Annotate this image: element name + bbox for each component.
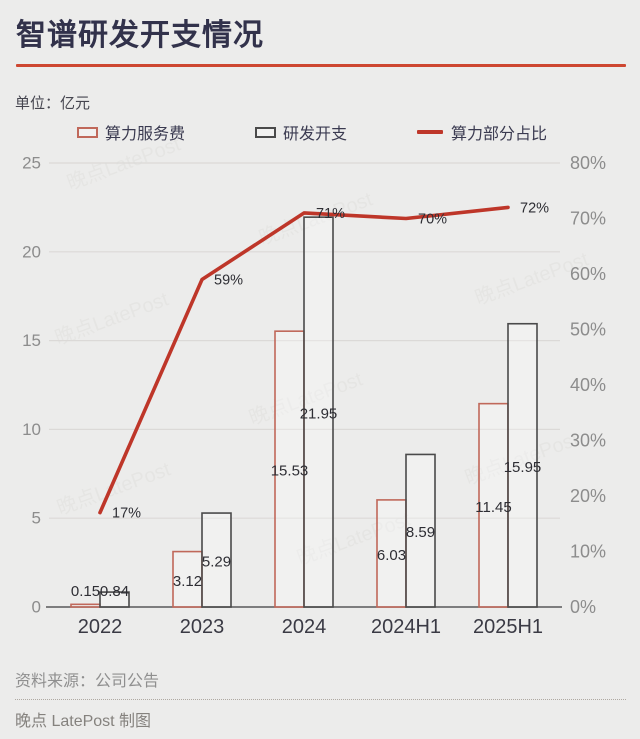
- x-axis-tick-label: 2024: [282, 616, 327, 638]
- left-axis-tick-label: 20: [22, 242, 41, 261]
- right-axis-tick-label: 70%: [570, 209, 606, 229]
- bar-研发开支-2024: [303, 216, 334, 608]
- bar-value-label: 0.15: [71, 583, 100, 600]
- line-point-label: 71%: [316, 206, 345, 222]
- legend-item-computing-fee: 算力服务费: [77, 122, 186, 143]
- left-axis-tick-label: 25: [22, 154, 41, 173]
- line-point-label: 72%: [520, 200, 549, 216]
- right-axis-tick-label: 10%: [570, 542, 606, 562]
- x-axis-tick-label: 2023: [180, 616, 225, 638]
- line-point-label: 70%: [418, 212, 447, 228]
- left-axis-tick-label: 0: [32, 598, 41, 617]
- legend-item-computing-share: 算力部分占比: [417, 122, 548, 143]
- bar-outline-swatch-icon: [255, 126, 276, 138]
- bar-算力服务费-2022: [70, 603, 101, 608]
- bar-value-label: 6.03: [377, 547, 406, 564]
- bar-value-label: 15.53: [271, 463, 309, 480]
- credit-note: 晚点 LatePost 制图: [15, 713, 152, 730]
- bar-value-label: 11.45: [475, 499, 511, 516]
- line-series: [98, 205, 510, 515]
- left-axis-tick-label: 15: [22, 331, 41, 350]
- bar-value-label: 8.59: [406, 524, 435, 541]
- right-axis-tick-label: 20%: [570, 486, 606, 506]
- right-axis-tick-label: 40%: [570, 375, 606, 395]
- x-axis-tick-label: 2025H1: [473, 616, 543, 638]
- bar-研发开支-2025H1: [507, 322, 538, 608]
- bar-value-label: 15.95: [504, 459, 542, 476]
- footer-divider: [15, 699, 626, 700]
- line-point-label: 59%: [214, 273, 243, 289]
- bar-算力服务费-2023: [172, 550, 203, 608]
- bar-value-label: 0.84: [100, 583, 129, 600]
- bar-value-label: 5.29: [202, 554, 231, 571]
- bar-outline-swatch-icon: [77, 126, 98, 138]
- legend-label: 研发开支: [283, 126, 348, 143]
- right-axis-tick-label: 50%: [570, 320, 606, 340]
- legend-label: 算力服务费: [105, 126, 186, 143]
- legend-item-rd-expense: 研发开支: [255, 122, 348, 143]
- left-axis-tick-label: 5: [32, 509, 41, 528]
- right-axis-tick-label: 0%: [570, 597, 596, 617]
- unit-label: 单位：亿元: [15, 95, 91, 112]
- bar-算力服务费-2024: [274, 330, 305, 608]
- right-axis-tick-label: 30%: [570, 431, 606, 451]
- bar-研发开支-2023: [201, 512, 232, 608]
- left-axis-tick-label: 10: [22, 420, 41, 439]
- bar-算力服务费-2024H1: [376, 499, 407, 608]
- page-title: 智谱研发开支情况: [16, 19, 264, 52]
- bar-研发开支-2022: [99, 591, 130, 608]
- data-source-note: 资料来源：公司公告: [15, 673, 160, 690]
- x-axis-tick-label: 2024H1: [371, 616, 441, 638]
- bar-value-label: 21.95: [300, 406, 338, 423]
- right-axis-tick-label: 60%: [570, 264, 606, 284]
- x-axis-tick-label: 2022: [78, 616, 123, 638]
- legend-label: 算力部分占比: [451, 126, 548, 143]
- bar-value-label: 3.12: [173, 573, 202, 590]
- bar-研发开支-2024H1: [405, 453, 436, 608]
- line-swatch-icon: [417, 130, 443, 134]
- right-axis-tick-label: 80%: [570, 153, 606, 173]
- line-point-label: 17%: [112, 506, 141, 522]
- title-accent-rule: [16, 64, 626, 67]
